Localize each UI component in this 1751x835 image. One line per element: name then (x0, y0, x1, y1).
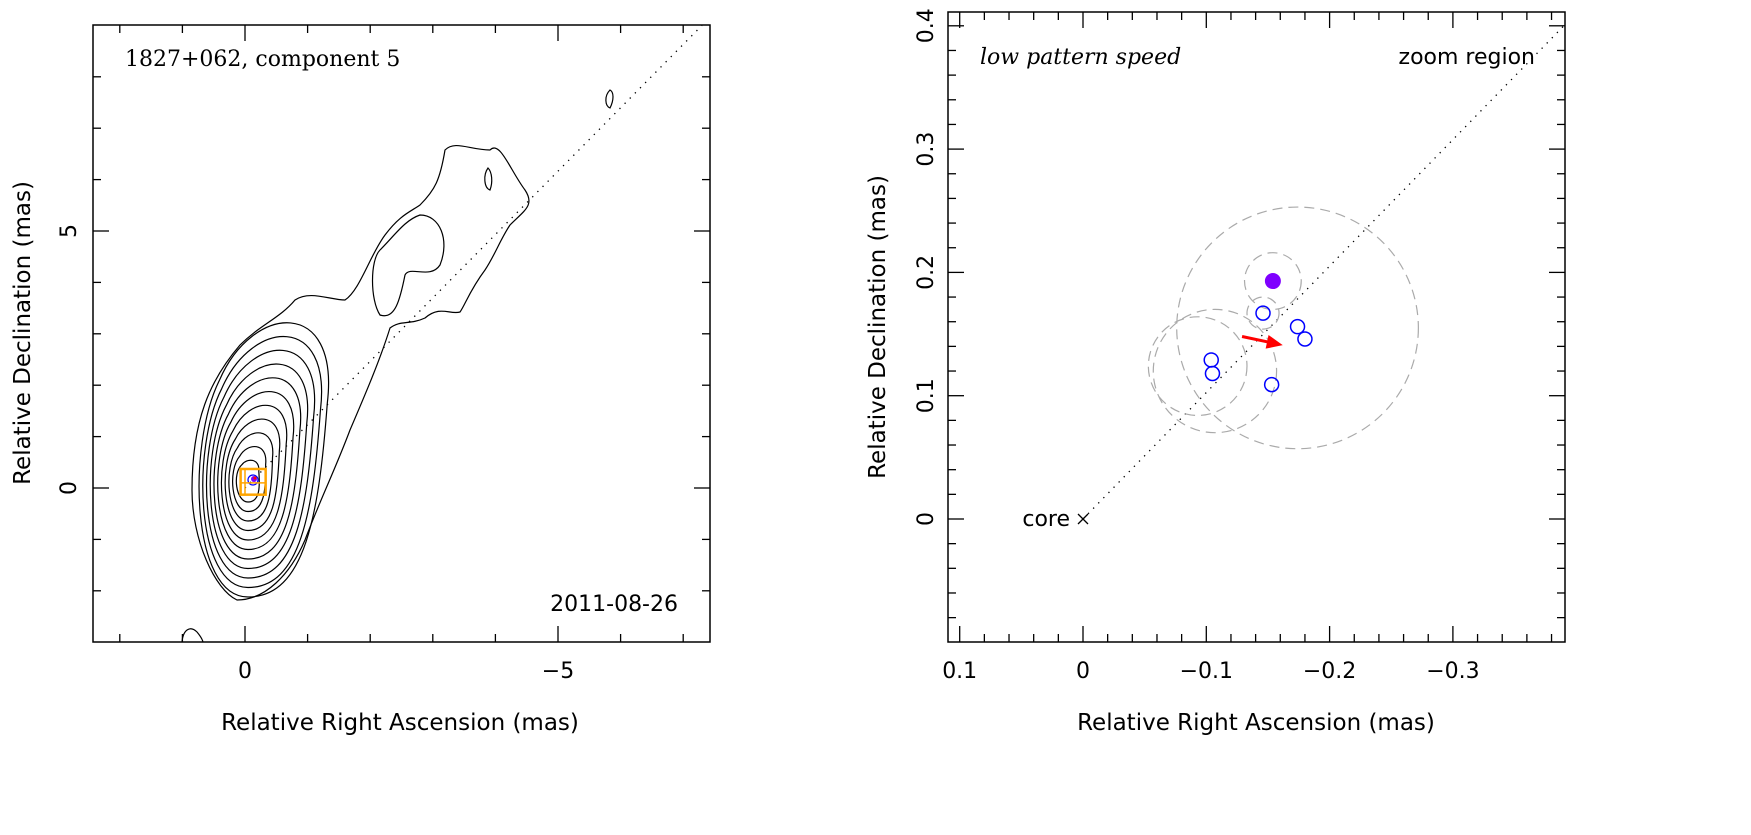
jet-axis-line (1082, 25, 1565, 520)
left-title: 1827+062, component 5 (125, 47, 400, 72)
contour-level (224, 418, 281, 532)
right-panel: 0.1 0 −0.1 −0.2 −0.3 0 0.1 0.2 0.3 0.4 low patter… (865, 8, 1566, 736)
left-plot-frame (92, 24, 711, 643)
contour-level (202, 336, 323, 589)
zoom-region-label: zoom region (1399, 45, 1535, 70)
x-tick-label: −5 (542, 659, 574, 684)
contour-level (213, 377, 302, 560)
component-point (1263, 376, 1280, 393)
left-panel: 0 −5 0 5 1827+062, component 5 2011-08-26 R… (10, 24, 711, 736)
contour-level (217, 390, 295, 551)
contour-level (232, 446, 267, 513)
contour-map (181, 25, 703, 642)
right-y-axis-label: Relative Declination (mas) (865, 175, 891, 479)
left-x-axis-label: Relative Right Ascension (mas) (221, 710, 579, 736)
component-point (1204, 365, 1221, 382)
right-title: low pattern speed (980, 45, 1181, 70)
x-tick-label: −0.3 (1426, 659, 1479, 684)
contour-level (206, 349, 316, 579)
y-tick-label: 0.1 (914, 378, 939, 413)
component-point (1203, 352, 1219, 368)
component-point (1297, 331, 1313, 347)
epoch-label: 2011-08-26 (550, 592, 678, 617)
x-tick-label: 0.1 (942, 659, 977, 684)
size-circle (1152, 308, 1278, 434)
contour-level (198, 322, 330, 598)
right-x-axis-label: Relative Right Ascension (mas) (1077, 710, 1435, 736)
contour-island (484, 167, 493, 191)
y-tick-label: 0 (57, 481, 82, 495)
right-ticks: 0.1 0 −0.1 −0.2 −0.3 0 0.1 0.2 0.3 0.4 (914, 8, 1565, 684)
zoom-box (239, 467, 267, 496)
contour-hole (371, 214, 445, 317)
component-positions (1077, 25, 1565, 525)
component-dot-red (253, 476, 257, 480)
left-ticks: 0 −5 0 5 (57, 25, 710, 684)
x-tick-label: −0.2 (1303, 659, 1356, 684)
contour-island (605, 89, 614, 109)
x-tick-label: −0.1 (1180, 659, 1233, 684)
motion-arrow-head (1265, 334, 1283, 349)
contour-outer (191, 145, 530, 601)
component-point (1289, 318, 1306, 335)
right-plot-frame (947, 11, 1566, 643)
component-point (1255, 305, 1271, 321)
contour-level (228, 432, 274, 522)
size-circle (1243, 252, 1302, 310)
x-tick-label: 0 (238, 659, 252, 684)
highlighted-component (1264, 273, 1281, 290)
y-tick-label: 0.3 (914, 132, 939, 167)
size-circle (1147, 316, 1248, 417)
contour-island (181, 628, 204, 642)
size-circle (1176, 206, 1419, 450)
left-y-axis-label: Relative Declination (mas) (10, 181, 36, 485)
core-label: core (1022, 507, 1070, 532)
core-cross-icon (1077, 513, 1089, 525)
y-tick-label: 5 (57, 224, 82, 238)
y-tick-label: 0 (914, 512, 939, 526)
y-tick-label: 0.4 (914, 8, 939, 43)
component-marker (247, 474, 259, 486)
contour-level (209, 363, 309, 570)
contour-level (220, 404, 288, 541)
contour-level (235, 459, 260, 503)
x-tick-label: 0 (1076, 659, 1090, 684)
size-circle (1246, 296, 1280, 330)
y-tick-label: 0.2 (914, 255, 939, 290)
